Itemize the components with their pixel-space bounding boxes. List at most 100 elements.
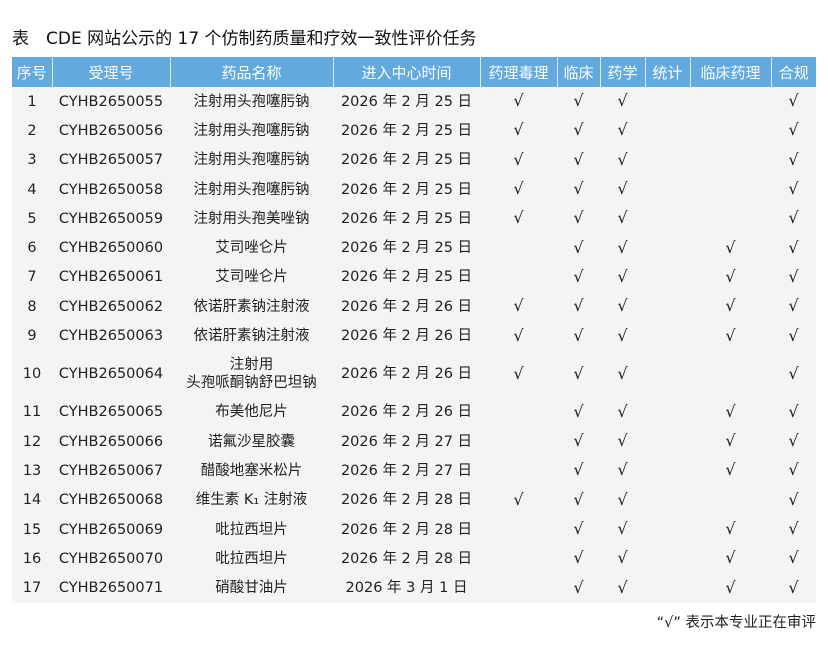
check-mark-icon: √ bbox=[617, 460, 628, 480]
table-row: 8 CYHB2650062 依诺肝素钠注射液 2026 年 2 月 26 日 √ √ √ √ √ bbox=[12, 292, 816, 322]
review-check-cell: √ bbox=[771, 544, 816, 574]
table-row: 15 CYHB2650069 吡拉西坦片 2026 年 2 月 28 日 √ √ √ √ bbox=[12, 514, 816, 545]
check-mark-icon: √ bbox=[617, 431, 628, 451]
check-mark-icon: √ bbox=[788, 577, 799, 597]
row-number: 3 bbox=[12, 145, 52, 175]
acceptance-number: CYHB2650058 bbox=[52, 174, 170, 205]
review-check-cell bbox=[480, 514, 557, 545]
check-mark-icon: √ bbox=[573, 519, 584, 538]
check-mark-icon: √ bbox=[788, 363, 799, 383]
review-check-cell bbox=[645, 87, 690, 117]
table-header-row: 序号 受理号 药品名称 进入中心时间 药理毒理 临床 药学 统计 临床药理 合规 bbox=[12, 57, 816, 87]
row-number: 6 bbox=[12, 233, 52, 263]
review-check-cell: √ bbox=[557, 573, 600, 603]
check-mark-icon: √ bbox=[513, 120, 524, 140]
check-mark-icon: √ bbox=[788, 296, 799, 316]
column-header: 统计 bbox=[644, 57, 690, 87]
entry-date: 2026 年 2 月 28 日 bbox=[333, 485, 480, 515]
column-header: 药品名称 bbox=[169, 57, 333, 87]
check-mark-icon: √ bbox=[788, 519, 799, 538]
review-check-cell: √ bbox=[771, 321, 816, 351]
review-check-cell: √ bbox=[771, 204, 816, 234]
drug-name: 注射用头孢噻肟钠 bbox=[170, 116, 333, 146]
column-header: 合规 bbox=[770, 57, 816, 87]
table-row: 16 CYHB2650070 吡拉西坦片 2026 年 2 月 28 日 √ √ √ √ bbox=[12, 544, 816, 574]
review-check-cell bbox=[645, 573, 690, 603]
check-mark-icon: √ bbox=[617, 266, 628, 286]
drug-name-line: 注射用 bbox=[229, 357, 274, 374]
table-row: 17 CYHB2650071 硝酸甘油片 2026 年 3 月 1 日 √ √ √ √ bbox=[12, 573, 816, 603]
table-row: 13 CYHB2650067 醋酸地塞米松片 2026 年 2 月 27 日 √ √ √ √ bbox=[12, 456, 816, 486]
review-check-cell: √ bbox=[600, 262, 645, 293]
acceptance-number: CYHB2650066 bbox=[52, 426, 170, 457]
check-mark-icon: √ bbox=[573, 266, 584, 286]
review-check-cell: √ bbox=[557, 233, 600, 263]
check-mark-icon: √ bbox=[513, 208, 524, 228]
drug-name: 注射用头孢噻肟钠 bbox=[170, 87, 333, 117]
entry-date: 2026 年 3 月 1 日 bbox=[333, 573, 480, 603]
review-check-cell: √ bbox=[690, 456, 771, 486]
review-check-cell: √ bbox=[771, 116, 816, 146]
check-mark-icon: √ bbox=[725, 519, 736, 538]
review-check-cell: √ bbox=[600, 544, 645, 574]
check-mark-icon: √ bbox=[513, 179, 524, 199]
acceptance-number: CYHB2650060 bbox=[52, 233, 170, 263]
row-number: 7 bbox=[12, 262, 52, 293]
table-row: 4 CYHB2650058 注射用头孢噻肟钠 2026 年 2 月 25 日 √ √ √ √ bbox=[12, 174, 816, 205]
check-mark-icon: √ bbox=[725, 237, 736, 257]
review-check-cell bbox=[645, 233, 690, 263]
row-number: 5 bbox=[12, 204, 52, 234]
review-check-cell bbox=[645, 292, 690, 322]
check-mark-icon: √ bbox=[573, 237, 584, 257]
review-check-cell: √ bbox=[600, 514, 645, 545]
row-number: 10 bbox=[12, 350, 52, 398]
review-check-cell: √ bbox=[557, 145, 600, 175]
check-mark-icon: √ bbox=[788, 431, 799, 451]
acceptance-number: CYHB2650061 bbox=[52, 262, 170, 293]
entry-date: 2026 年 2 月 26 日 bbox=[333, 321, 480, 351]
check-mark-icon: √ bbox=[513, 325, 524, 345]
check-mark-icon: √ bbox=[788, 460, 799, 480]
review-check-cell bbox=[690, 116, 771, 146]
drug-name: 硝酸甘油片 bbox=[170, 573, 333, 603]
check-mark-icon: √ bbox=[617, 149, 628, 169]
drug-name: 维生素 K₁ 注射液 bbox=[170, 485, 333, 515]
check-mark-icon: √ bbox=[788, 179, 799, 199]
review-check-cell: √ bbox=[690, 514, 771, 545]
entry-date: 2026 年 2 月 28 日 bbox=[333, 514, 480, 545]
table-row: 6 CYHB2650060 艾司唑仑片 2026 年 2 月 25 日 √ √ √ √ bbox=[12, 233, 816, 263]
check-mark-icon: √ bbox=[617, 120, 628, 140]
column-header: 临床药理 bbox=[689, 57, 771, 87]
review-check-cell: √ bbox=[600, 573, 645, 603]
review-check-cell: √ bbox=[557, 292, 600, 322]
review-check-cell: √ bbox=[557, 174, 600, 205]
acceptance-number: CYHB2650057 bbox=[52, 145, 170, 175]
review-check-cell: √ bbox=[600, 397, 645, 427]
entry-date: 2026 年 2 月 25 日 bbox=[333, 116, 480, 146]
review-check-cell: √ bbox=[771, 87, 816, 117]
acceptance-number: CYHB2650064 bbox=[52, 350, 170, 398]
review-check-cell: √ bbox=[600, 204, 645, 234]
check-mark-icon: √ bbox=[617, 91, 628, 111]
review-check-cell: √ bbox=[771, 397, 816, 427]
drug-name: 艾司唑仑片 bbox=[170, 233, 333, 263]
table-row: 11 CYHB2650065 布美他尼片 2026 年 2 月 26 日 √ √ √ √ bbox=[12, 397, 816, 427]
review-check-cell: √ bbox=[480, 145, 557, 175]
check-mark-icon: √ bbox=[513, 149, 524, 169]
check-mark-icon: √ bbox=[573, 149, 584, 169]
row-number: 4 bbox=[12, 174, 52, 205]
table-row: 14 CYHB2650068 维生素 K₁ 注射液 2026 年 2 月 28 日 √ √… bbox=[12, 485, 816, 515]
review-check-cell: √ bbox=[480, 204, 557, 234]
check-mark-icon: √ bbox=[617, 548, 628, 568]
column-header: 临床 bbox=[556, 57, 600, 87]
review-check-cell bbox=[480, 233, 557, 263]
review-check-cell: √ bbox=[771, 292, 816, 322]
acceptance-number: CYHB2650065 bbox=[52, 397, 170, 427]
review-check-cell bbox=[690, 350, 771, 398]
column-header: 受理号 bbox=[51, 57, 170, 87]
review-check-cell: √ bbox=[690, 292, 771, 322]
table-row: 2 CYHB2650056 注射用头孢噻肟钠 2026 年 2 月 25 日 √ √ √ √ bbox=[12, 116, 816, 146]
check-mark-icon: √ bbox=[788, 149, 799, 169]
review-check-cell: √ bbox=[600, 116, 645, 146]
review-check-cell: √ bbox=[771, 350, 816, 398]
